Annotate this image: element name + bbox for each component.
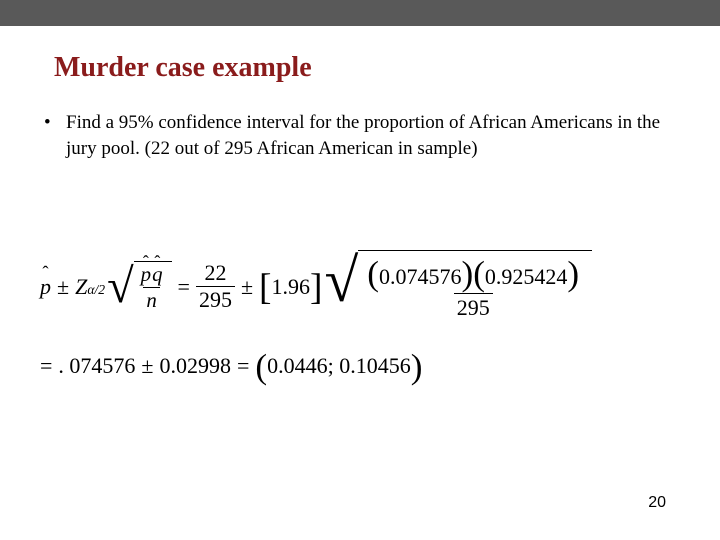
bullet-item: • Find a 95% confidence interval for the…: [44, 110, 672, 161]
fraction-22-295: 22 295: [196, 262, 235, 311]
slide-title: Murder case example: [54, 52, 312, 84]
interval-sep: ;: [328, 353, 340, 379]
z-subscript: α/2: [87, 282, 105, 298]
result-phat: . 074576: [58, 353, 135, 379]
equals-1: =: [172, 274, 196, 300]
bullet-list: • Find a 95% confidence interval for the…: [44, 110, 672, 161]
bullet-text: Find a 95% confidence interval for the p…: [66, 110, 672, 161]
plus-minus-icon-3: ±: [135, 353, 159, 379]
right-bracket: ]: [310, 269, 322, 306]
result-margin: 0.02998: [160, 353, 232, 379]
interval-low: 0.0446: [267, 353, 328, 379]
sqrt-product: √ (0.074576)(0.925424) 295: [324, 250, 592, 323]
header-bar: [0, 0, 720, 26]
interval-right-paren: ): [411, 349, 423, 384]
interval-high: 0.10456: [339, 353, 411, 379]
page-number: 20: [648, 494, 666, 512]
interval-left-paren: (: [255, 349, 267, 384]
left-bracket: [: [259, 269, 271, 306]
formula-line-1: ˆp ± Z α/2 √ ˆpˆq n = 22 295 ± [ 1.96 ] …: [40, 250, 592, 323]
equals-2: =: [40, 353, 58, 379]
phat-symbol: ˆp: [40, 274, 51, 300]
z-value: 1.96: [272, 274, 311, 300]
plus-minus-icon: ±: [51, 274, 75, 300]
plus-minus-icon-2: ±: [235, 274, 259, 300]
equals-3: =: [231, 353, 255, 379]
formula-line-2: = . 074576 ± 0.02998 = ( 0.0446 ; 0.1045…: [40, 348, 422, 383]
z-symbol: Z: [75, 274, 87, 300]
sqrt-pq-over-n: √ ˆpˆq n: [107, 261, 171, 313]
bullet-dot-icon: •: [44, 110, 66, 136]
